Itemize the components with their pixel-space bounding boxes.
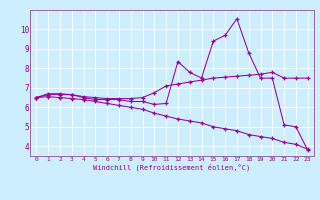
X-axis label: Windchill (Refroidissement éolien,°C): Windchill (Refroidissement éolien,°C) bbox=[93, 163, 251, 171]
